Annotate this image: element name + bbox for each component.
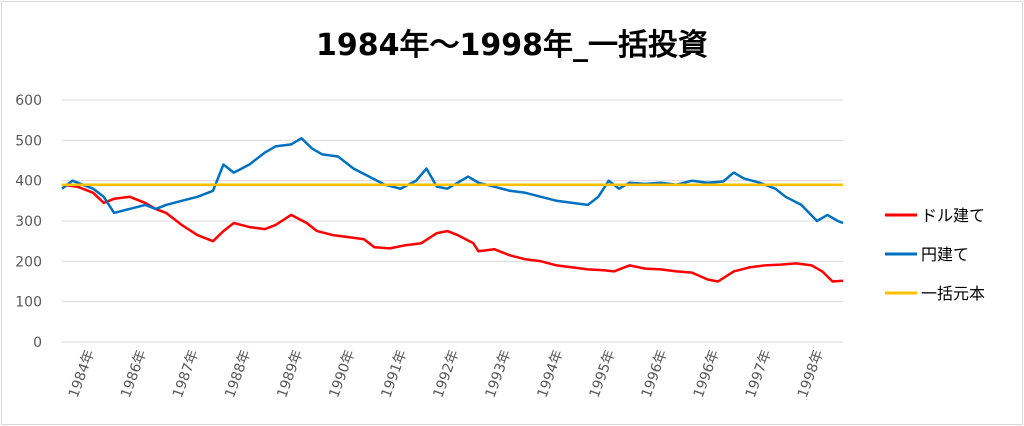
x-tick-label: 1992年 bbox=[430, 348, 462, 400]
x-tick-label: 1995年 bbox=[587, 348, 619, 400]
x-tick-label: 1986年 bbox=[118, 348, 150, 400]
x-tick-label: 1997年 bbox=[743, 348, 775, 400]
y-tick-label: 300 bbox=[15, 214, 42, 230]
y-tick-label: 500 bbox=[15, 133, 42, 149]
x-tick-label: 1994年 bbox=[535, 348, 567, 400]
x-tick-label: 1991年 bbox=[378, 348, 410, 400]
x-tick-label: 1989年 bbox=[274, 348, 306, 400]
legend-label: 一括元本 bbox=[921, 284, 985, 303]
series-line bbox=[61, 183, 844, 283]
x-tick-label: 1998年 bbox=[795, 348, 827, 400]
y-tick-label: 0 bbox=[33, 335, 42, 351]
legend-label: 円建て bbox=[921, 245, 969, 264]
legend-label: ドル建て bbox=[921, 206, 985, 225]
y-tick-label: 400 bbox=[15, 174, 42, 190]
y-tick-label: 600 bbox=[15, 93, 42, 109]
x-tick-label: 1996年 bbox=[639, 348, 671, 400]
x-tick-label: 1996年 bbox=[691, 348, 723, 400]
series-line bbox=[61, 137, 844, 225]
x-tick-label: 1987年 bbox=[170, 348, 202, 400]
x-tick-label: 1984年 bbox=[66, 348, 98, 400]
y-tick-label: 200 bbox=[15, 254, 42, 270]
chart-title: 1984年～1998年_一括投資 bbox=[316, 28, 708, 63]
x-tick-label: 1988年 bbox=[222, 348, 254, 400]
x-tick-label: 1993年 bbox=[483, 348, 515, 400]
y-tick-label: 100 bbox=[15, 295, 42, 311]
x-tick-label: 1990年 bbox=[326, 348, 358, 400]
